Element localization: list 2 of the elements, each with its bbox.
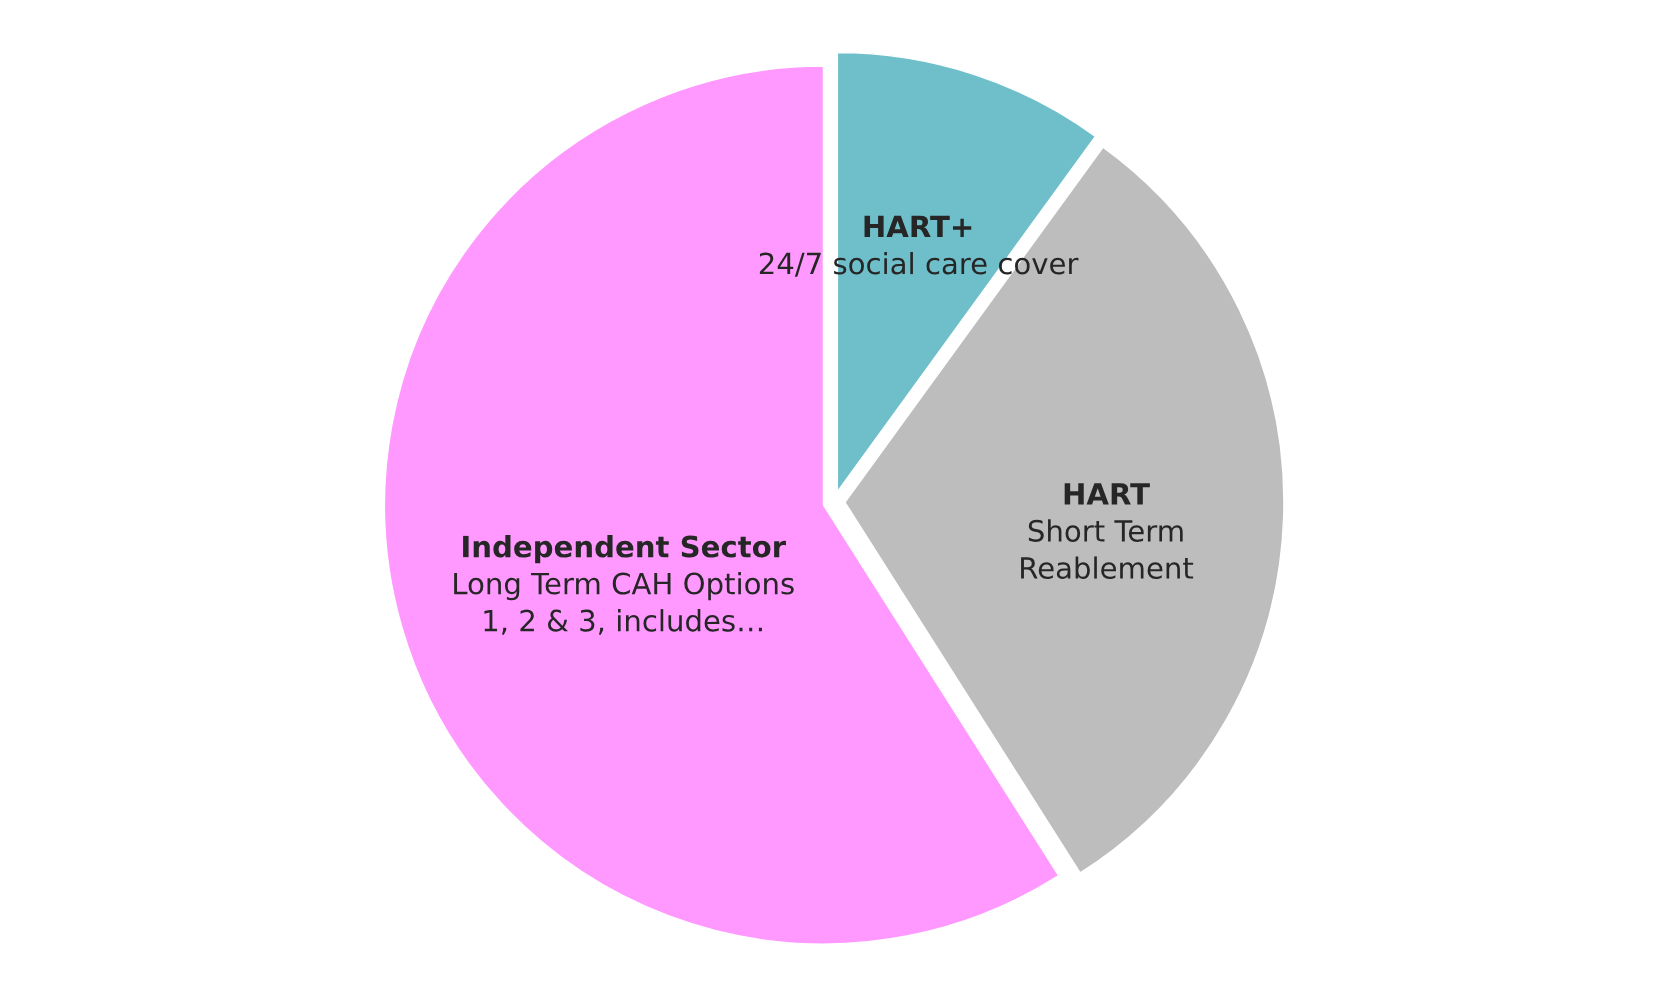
slice-label: HART Short Term Reablement — [1021, 483, 1194, 579]
slice-label: Independent Sector Long Term CAH Options 1, 2 & 3, includes… — [454, 535, 794, 635]
